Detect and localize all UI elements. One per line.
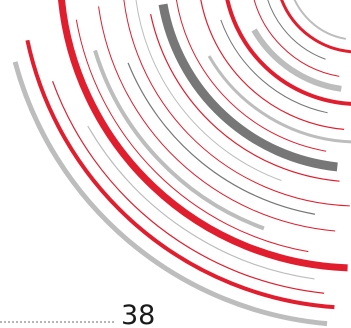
decorative-arc-16 — [200, 0, 345, 130]
decorative-arc-23 — [293, 0, 347, 40]
decorative-arc-20 — [253, 0, 340, 77]
decorative-arc-15 — [207, 55, 351, 144]
decorative-arc-3 — [52, 80, 325, 294]
decorative-arc-9 — [127, 62, 316, 215]
decorative-arc-12 — [150, 13, 340, 182]
decorative-arc-10 — [123, 0, 350, 207]
decorative-arc-19 — [251, 28, 342, 92]
decorative-arc-14 — [176, 0, 327, 152]
decorative-arc-1 — [12, 61, 328, 327]
decorative-arc-6 — [75, 19, 309, 253]
decorative-arc-18 — [225, 0, 351, 106]
decorative-arc-13 — [158, 3, 338, 172]
decorative-arc-11 — [135, 0, 282, 181]
decorative-arc-4 — [87, 125, 315, 280]
decorative-arc-5 — [58, 0, 348, 272]
decorative-arc-8 — [98, 6, 336, 232]
footer-dotted-rule — [0, 321, 114, 323]
decorative-arc-7 — [93, 49, 265, 231]
decorative-arc-22 — [280, 0, 351, 54]
page-number: 38 — [121, 300, 156, 328]
decorative-arc-2 — [25, 39, 335, 310]
decorative-arc-21 — [267, 0, 326, 60]
decorative-arc-17 — [220, 19, 328, 114]
